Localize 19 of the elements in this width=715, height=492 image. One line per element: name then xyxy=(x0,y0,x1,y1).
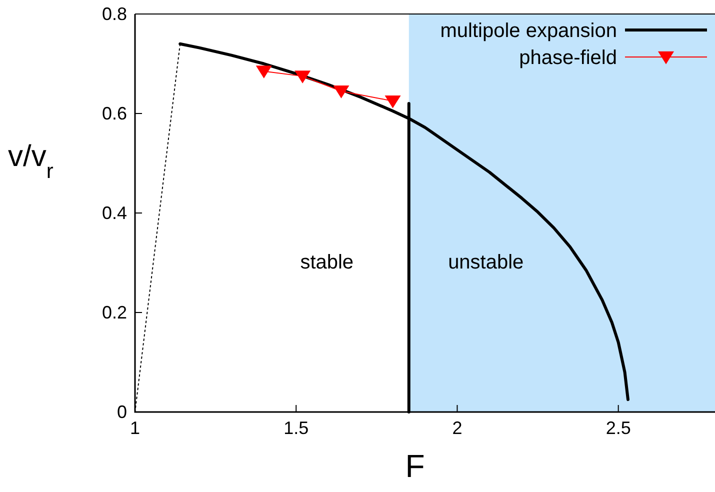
y-axis-title: v/v$_{r}$ xyxy=(8,140,54,182)
x-tick-label: 2 xyxy=(452,418,462,438)
x-axis-title: F xyxy=(405,448,425,484)
legend-label: phase-field xyxy=(519,47,617,69)
x-tick-label: 2.5 xyxy=(606,418,631,438)
y-tick-label: 0.4 xyxy=(102,203,127,223)
x-tick-label: 1.5 xyxy=(284,418,309,438)
y-tick-label: 0.8 xyxy=(102,4,127,24)
x-tick-label: 1 xyxy=(130,418,140,438)
point xyxy=(333,86,350,98)
y-tick-label: 0 xyxy=(116,402,127,422)
point xyxy=(256,66,272,78)
annotation: unstable xyxy=(448,252,524,274)
point xyxy=(384,95,401,108)
annotation: stable xyxy=(300,252,354,274)
y-tick-label: 0.2 xyxy=(102,302,127,322)
y-tick-label: 0.6 xyxy=(102,104,127,124)
point xyxy=(294,70,311,84)
legend-label: multipole expansion xyxy=(440,20,617,42)
